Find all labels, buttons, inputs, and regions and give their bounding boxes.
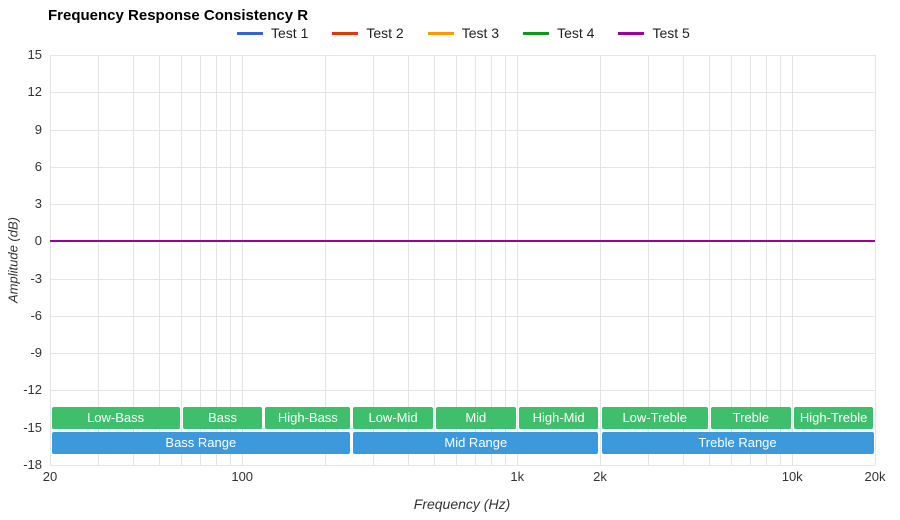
gridline-horizontal: [50, 315, 875, 317]
gridline-horizontal: [50, 390, 875, 392]
gridline-horizontal: [50, 353, 875, 355]
y-tick-label: 15: [27, 47, 42, 62]
gridline-vertical: [407, 55, 409, 465]
gridline-vertical: [325, 55, 326, 465]
gridline-vertical: [242, 55, 244, 465]
legend-label: Test 5: [652, 25, 690, 41]
chart-title: Frequency Response Consistency R: [48, 7, 309, 24]
range-band-segment: Bass Range: [51, 432, 351, 454]
gridline-horizontal: [50, 204, 875, 206]
range-band-segment: Mid Range: [353, 432, 599, 454]
gridline-horizontal: [50, 92, 875, 94]
gridline-vertical: [98, 55, 100, 465]
y-tick-label: -18: [23, 457, 42, 472]
gridline-horizontal: [50, 129, 875, 131]
y-tick-label: -15: [23, 419, 42, 435]
legend-label: Test 1: [271, 25, 309, 41]
gridline-horizontal: [50, 55, 875, 56]
legend-label: Test 3: [461, 25, 500, 41]
gridline-horizontal: [50, 278, 875, 280]
legend-line-swatch: [237, 31, 263, 35]
plot-area: Low-Bass Bass High-Bass Low-Mid Mid High-Mid L…: [50, 55, 876, 466]
sub-band-segment: Bass: [182, 407, 263, 429]
sub-band-segment: Low-Mid: [353, 407, 433, 429]
series-line-test-5: [50, 240, 875, 243]
gridline-vertical: [181, 55, 183, 465]
x-tick-label: 20k: [864, 469, 886, 484]
y-tick-label: -6: [30, 307, 42, 323]
gridline-vertical: [474, 55, 476, 465]
gridline-vertical: [765, 55, 767, 465]
gridline-vertical: [199, 55, 201, 465]
gridline-vertical: [792, 55, 794, 465]
gridline-vertical: [682, 55, 684, 465]
gridline-horizontal: [50, 465, 875, 466]
gridline-vertical: [875, 55, 876, 465]
y-tick-label: -12: [23, 382, 42, 398]
gridline-vertical: [648, 55, 650, 465]
gridline-vertical: [456, 55, 458, 465]
legend-item-test-5[interactable]: Test 5: [618, 25, 690, 41]
gridline-vertical: [373, 55, 375, 465]
range-band-segment: Treble Range: [601, 432, 874, 454]
gridline-vertical: [50, 55, 51, 465]
x-tick-label: 2k: [593, 469, 607, 484]
sub-band-segment: Mid: [435, 407, 516, 429]
y-tick-label: 12: [27, 84, 42, 100]
legend-line-swatch: [427, 31, 454, 35]
gridline-vertical: [709, 55, 711, 465]
y-tick-label: 6: [34, 158, 42, 174]
gridline-vertical: [600, 55, 601, 465]
legend: Test 1 Test 2 Test 3 Test 4 Test 5: [237, 25, 690, 41]
legend-item-test-2[interactable]: Test 2: [332, 25, 404, 41]
legend-line-swatch: [618, 31, 645, 35]
y-tick-label: 9: [34, 121, 42, 137]
y-tick-label: 3: [34, 196, 42, 212]
x-tick-label: 1k: [510, 469, 525, 484]
legend-item-test-3[interactable]: Test 3: [427, 25, 500, 41]
sub-band-segment: High-Bass: [265, 407, 351, 429]
y-tick-label: -9: [30, 345, 42, 361]
gridline-vertical: [517, 55, 519, 465]
legend-line-swatch: [332, 31, 359, 35]
gridline-vertical: [490, 55, 492, 465]
legend-label: Test 2: [366, 25, 404, 41]
gridline-vertical: [132, 55, 134, 465]
sub-band-segment: Low-Bass: [51, 407, 180, 429]
sub-band-segment: Low-Treble: [601, 407, 708, 429]
gridline-vertical: [731, 55, 733, 465]
x-tick-label: 100: [231, 469, 254, 484]
y-tick-label: -3: [30, 270, 42, 286]
gridline-horizontal: [50, 166, 875, 168]
legend-item-test-4[interactable]: Test 4: [523, 25, 594, 41]
legend-label: Test 4: [557, 25, 595, 41]
y-axis-title: Amplitude (dB): [5, 217, 21, 303]
gridline-vertical: [749, 55, 751, 465]
sub-band-segment: High-Mid: [518, 407, 599, 429]
x-axis-title: Frequency (Hz): [413, 496, 511, 512]
x-tick-label: 20: [42, 469, 58, 484]
gridline-vertical: [215, 55, 217, 465]
gridline-vertical: [159, 55, 161, 465]
y-tick-label: 0: [34, 233, 42, 249]
x-tick-label: 10k: [781, 469, 803, 484]
legend-line-swatch: [523, 31, 550, 35]
gridline-vertical: [229, 55, 231, 465]
legend-item-test-1[interactable]: Test 1: [237, 25, 308, 41]
gridline-vertical: [504, 55, 506, 465]
gridline-vertical: [779, 55, 781, 465]
gridline-vertical: [434, 55, 436, 465]
sub-band-segment: Treble: [710, 407, 791, 429]
sub-band-segment: High-Treble: [793, 407, 874, 429]
